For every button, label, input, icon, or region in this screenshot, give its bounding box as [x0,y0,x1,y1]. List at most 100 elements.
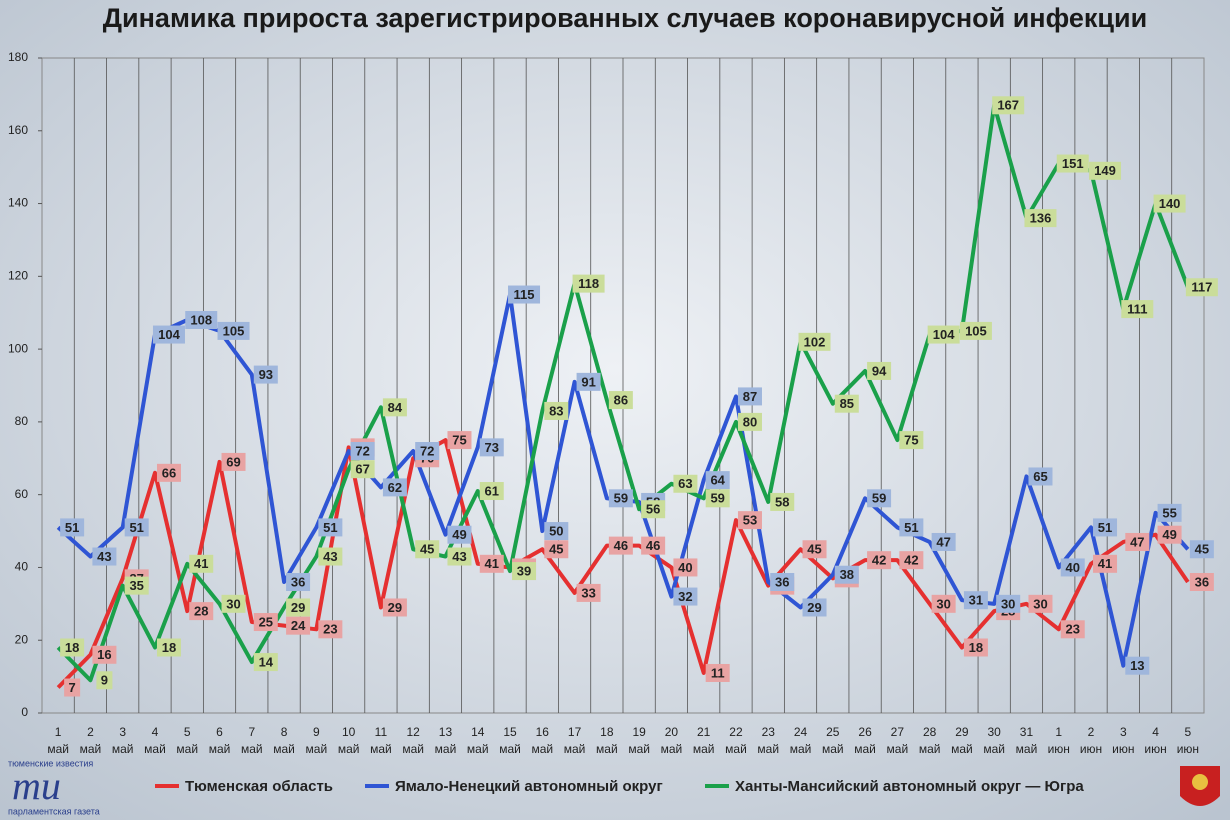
value-label-box [770,492,795,511]
value-label: 42 [904,553,918,568]
value-label: 104 [158,327,180,342]
value-label: 102 [804,334,826,349]
value-label: 41 [1098,556,1112,571]
x-tick-label: 20 май [661,725,683,756]
x-tick-label: 3 май [112,725,134,756]
value-label-box [286,573,311,591]
value-label: 136 [1030,211,1052,226]
value-label-box [447,547,472,566]
series-line [56,103,1190,683]
value-label-box [286,598,311,617]
value-label-box [737,412,762,431]
value-label-box [641,500,666,519]
value-label: 59 [872,491,886,506]
value-label-box [867,361,892,380]
value-label: 140 [1159,196,1181,211]
value-label-box [1153,194,1186,213]
value-label: 87 [743,389,757,404]
logo-bottom: парламентская газета [8,806,100,816]
value-label-box [64,678,81,697]
value-label: 46 [646,538,660,553]
value-label-box [576,372,601,391]
value-label-box [963,638,988,657]
value-label: 47 [936,534,950,549]
value-label-box [705,471,730,490]
x-tick-label: 14 май [467,725,489,756]
value-label-box [479,438,504,457]
value-label-box [1024,209,1057,228]
value-label: 25 [259,614,273,629]
value-label: 40 [678,560,692,575]
x-tick-label: 27 май [887,725,909,756]
value-label: 83 [549,403,563,418]
x-tick-label: 6 май [209,725,231,756]
y-tick-label: 180 [8,50,28,64]
value-label: 45 [549,542,563,557]
y-tick-label: 40 [15,560,29,574]
value-label-box [60,638,85,657]
x-tick-label: 5 июн [1177,725,1199,756]
value-label: 45 [807,542,821,557]
emblem-center [1192,774,1208,790]
value-label: 80 [743,414,757,429]
value-label-box [770,573,795,591]
value-label: 118 [578,276,599,291]
value-label-box [221,594,246,613]
value-label-box [608,391,633,410]
value-label: 69 [226,454,240,469]
value-label-box [737,387,762,406]
value-label-box [1125,532,1150,551]
value-label-box [608,489,633,508]
value-label: 105 [965,323,987,338]
value-label: 51 [1098,520,1112,535]
value-label-box [1185,278,1218,297]
value-label: 104 [933,327,955,342]
x-tick-label: 13 май [435,725,457,756]
value-label: 93 [259,367,273,382]
x-tick-label: 26 май [854,725,876,756]
value-label: 49 [1162,527,1176,542]
value-label-box [382,598,407,617]
value-label: 29 [291,600,305,615]
value-label: 91 [581,374,595,389]
value-label-box [641,536,666,555]
value-label-box [382,478,407,497]
value-label-box [737,511,762,530]
value-label: 51 [129,520,143,535]
value-label-box [318,518,343,537]
value-label-box [1060,558,1085,577]
logo-top: тюменские известия [8,758,93,768]
value-label: 47 [1130,534,1144,549]
value-label-box [673,587,698,606]
value-label-box [1028,594,1053,613]
value-label: 59 [614,491,628,506]
x-tick-label: 3 июн [1112,725,1134,756]
value-label-box [963,591,988,610]
value-label: 62 [388,480,402,495]
x-tick-label: 31 май [1016,725,1038,756]
value-label-box [96,671,113,690]
value-label: 23 [323,622,337,637]
value-label: 115 [514,287,535,302]
logo-mark: ти [12,763,61,808]
value-label-box [221,452,246,471]
value-label-box [673,558,698,577]
x-tick-label: 21 май [693,725,715,756]
value-label: 45 [420,542,434,557]
value-label: 23 [1066,622,1080,637]
x-tick-label: 7 май [241,725,263,756]
value-label: 18 [162,640,176,655]
value-label-box [834,565,859,584]
x-tick-label: 10 май [338,725,360,756]
value-label-box [899,518,924,537]
x-tick-label: 15 май [499,725,521,756]
value-label: 55 [1162,505,1176,520]
value-label: 67 [355,462,369,477]
value-label-box [350,460,375,479]
value-label: 66 [162,465,176,480]
legend-label: Ханты-Мансийский автономный округ — Югра [735,778,1084,795]
x-tick-label: 4 июн [1144,725,1166,756]
value-label: 28 [194,604,208,619]
value-label-box [1121,300,1154,319]
